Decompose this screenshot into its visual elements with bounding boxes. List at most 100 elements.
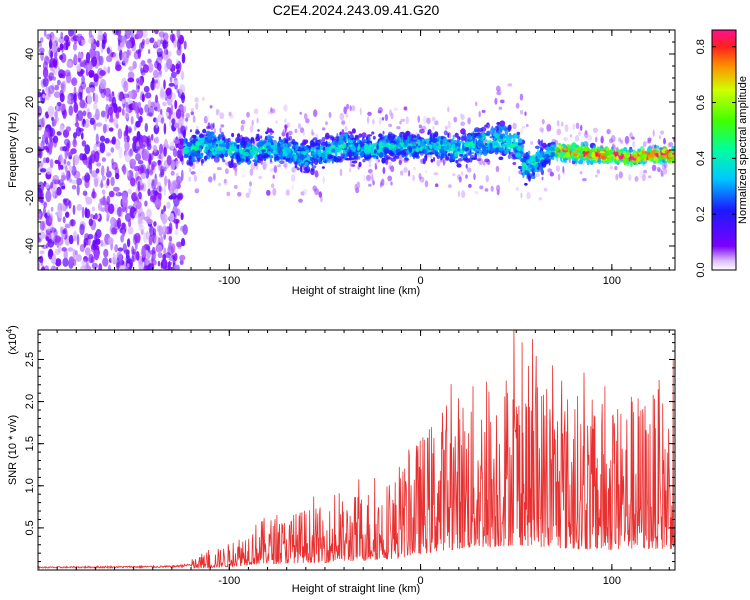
heatmap-cell	[60, 226, 63, 234]
heatmap-cell	[489, 135, 496, 139]
heatmap-cell	[494, 147, 500, 153]
heatmap-cell	[482, 144, 487, 152]
heatmap-cell	[400, 118, 406, 122]
heatmap-cell	[550, 151, 553, 158]
heatmap-cell	[388, 131, 393, 136]
heatmap-cell	[215, 108, 219, 116]
heatmap-cell	[427, 131, 430, 135]
heatmap-cell	[521, 125, 526, 129]
heatmap-cell	[235, 154, 239, 160]
heatmap-cell	[157, 260, 161, 267]
snr-x-label: Height of straight line (km)	[292, 583, 420, 595]
heatmap-cell	[467, 117, 471, 125]
heatmap-cell	[100, 110, 106, 118]
heatmap-cell	[351, 164, 356, 167]
heatmap-cell	[315, 149, 319, 155]
heatmap-cell	[339, 148, 343, 152]
heatmap-cell	[191, 156, 196, 162]
heatmap-cell	[49, 58, 56, 68]
heatmap-cell	[213, 173, 216, 181]
heatmap-cell	[169, 141, 175, 150]
heatmap-cell	[569, 134, 573, 138]
heatmap-cell	[148, 234, 153, 246]
heatmap-cell	[186, 141, 193, 147]
heatmap-cell	[62, 257, 69, 267]
heatmap-cell	[407, 135, 410, 143]
heatmap-cell	[372, 135, 376, 140]
heatmap-cell	[105, 95, 110, 102]
y-tick-label: -20	[24, 190, 36, 206]
heatmap-cell	[54, 235, 61, 243]
heatmap-cell	[179, 259, 184, 265]
heatmap-cell	[471, 157, 478, 161]
heatmap-cell	[117, 247, 124, 252]
heatmap-cell	[121, 98, 126, 105]
heatmap-cell	[230, 158, 234, 164]
heatmap-cell	[67, 94, 72, 105]
heatmap-cell	[192, 115, 196, 123]
heatmap-cell	[39, 191, 44, 200]
heatmap-cell	[496, 122, 501, 125]
heatmap-cell	[339, 112, 345, 121]
heatmap-cell	[153, 221, 157, 227]
heatmap-cell	[179, 36, 184, 45]
heatmap-cell	[379, 179, 383, 186]
heatmap-cell	[398, 131, 405, 138]
heatmap-cell	[575, 151, 582, 154]
heatmap-cell	[284, 162, 288, 169]
heatmap-cell	[558, 142, 562, 147]
heatmap-cell	[291, 184, 294, 190]
x-tick-label: 100	[603, 275, 621, 287]
heatmap-cell	[507, 83, 513, 87]
heatmap-cell	[66, 142, 70, 152]
heatmap-cell	[101, 242, 107, 247]
heatmap-cell	[250, 150, 255, 156]
heatmap-cell	[173, 79, 179, 86]
heatmap-cell	[435, 146, 441, 149]
heatmap-cell	[163, 79, 166, 90]
heatmap-cell	[341, 120, 346, 125]
heatmap-cell	[132, 136, 138, 143]
heatmap-cell	[94, 177, 99, 188]
heatmap-cell	[151, 163, 155, 171]
heatmap-cell	[219, 127, 222, 133]
heatmap-cell	[166, 58, 173, 70]
heatmap-cell	[89, 117, 95, 125]
heatmap-cell	[422, 157, 426, 165]
heatmap-cell	[404, 157, 409, 160]
heatmap-cell	[128, 149, 134, 157]
heatmap-cell	[139, 78, 144, 86]
heatmap-cell	[648, 175, 652, 179]
heatmap-cell	[485, 174, 489, 183]
heatmap-cell	[538, 197, 543, 201]
heatmap-cell	[144, 257, 151, 265]
heatmap-cell	[282, 129, 285, 137]
heatmap-cell	[658, 149, 661, 157]
spectrogram-y-label: Frequency (Hz)	[7, 112, 19, 188]
heatmap-cell	[126, 263, 130, 268]
heatmap-cell	[65, 39, 69, 51]
heatmap-cell	[40, 50, 44, 61]
heatmap-cell	[302, 129, 306, 137]
heatmap-cell	[139, 107, 144, 115]
heatmap-cell	[81, 259, 88, 268]
heatmap-cell	[59, 164, 64, 170]
heatmap-cell	[285, 132, 289, 139]
heatmap-cell	[213, 128, 216, 134]
heatmap-cell	[188, 155, 192, 160]
heatmap-cell	[304, 161, 309, 166]
heatmap-cell	[106, 166, 110, 175]
heatmap-cell	[411, 145, 417, 149]
heatmap-cell	[127, 226, 134, 235]
heatmap-cell	[453, 117, 457, 123]
heatmap-cell	[166, 144, 170, 149]
heatmap-cell	[123, 80, 129, 93]
heatmap-cell	[39, 231, 46, 240]
heatmap-cell	[495, 85, 501, 92]
heatmap-cell	[457, 158, 464, 162]
heatmap-cell	[248, 187, 252, 195]
heatmap-cell	[251, 145, 255, 151]
heatmap-cell	[211, 136, 217, 143]
heatmap-cell	[154, 178, 157, 187]
heatmap-cell	[663, 137, 666, 145]
